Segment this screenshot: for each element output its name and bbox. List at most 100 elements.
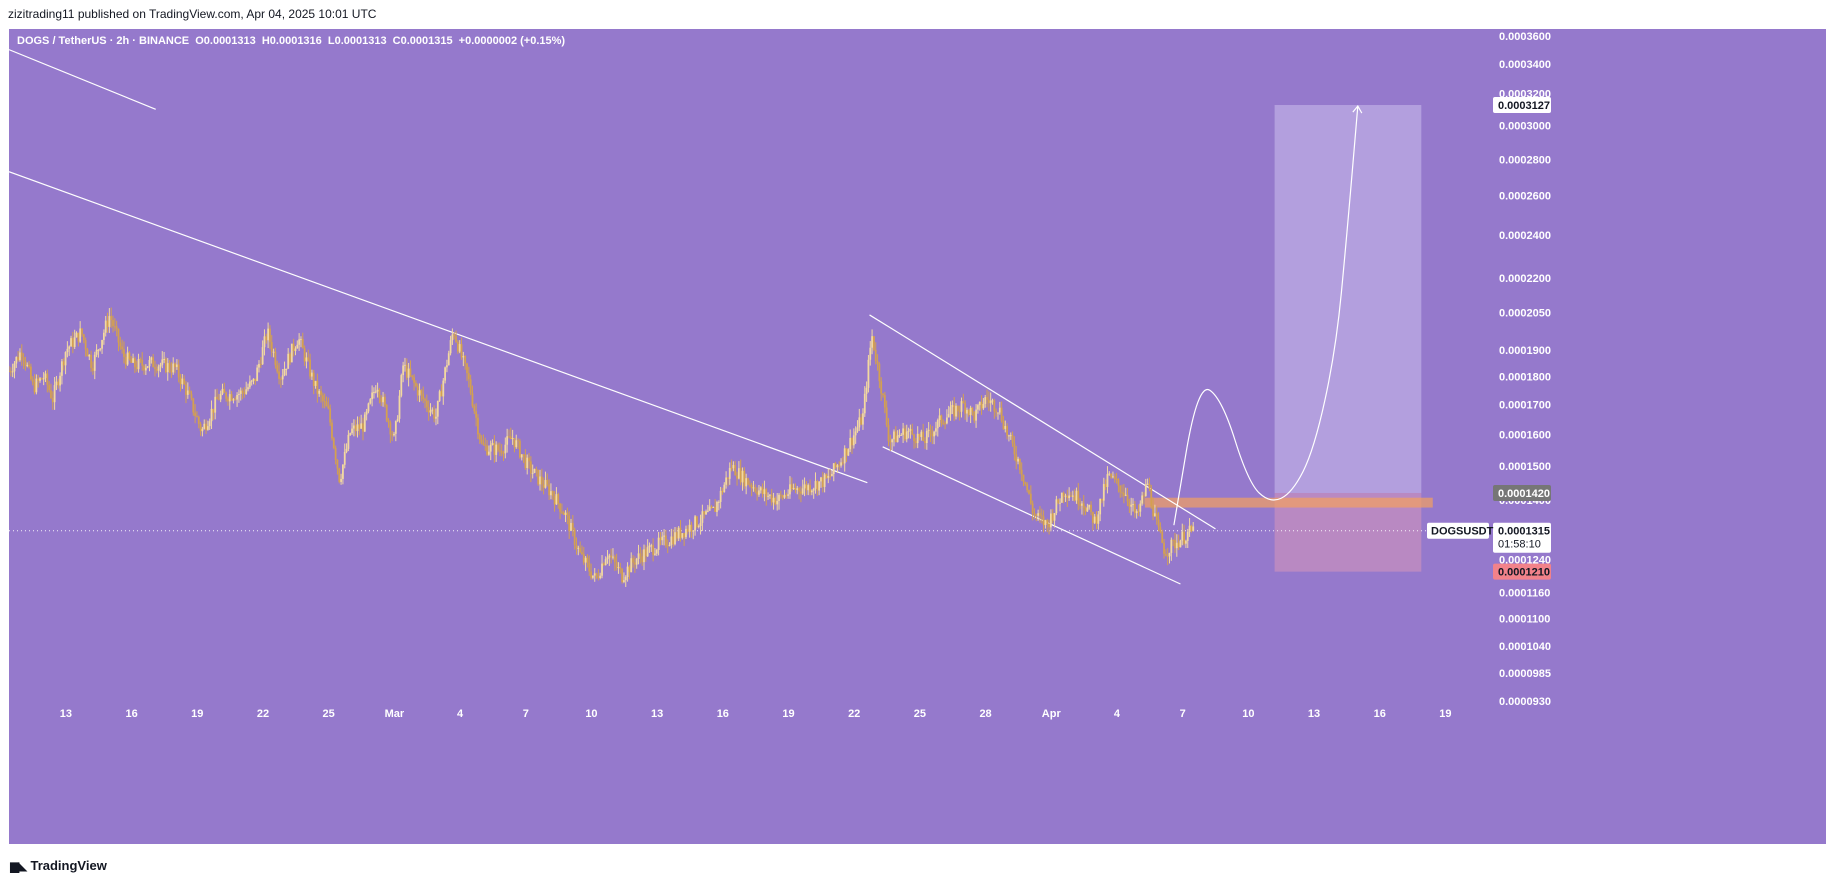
candle-body <box>360 423 363 429</box>
candle-body <box>779 494 782 496</box>
candle-body <box>493 443 496 455</box>
candle-body <box>586 557 589 563</box>
candle-body <box>252 378 255 381</box>
candle-body <box>230 394 233 401</box>
candle-body <box>305 357 308 362</box>
candle-body <box>1057 499 1060 503</box>
candle-body <box>579 547 582 553</box>
candle-body <box>809 485 811 493</box>
candle-body <box>482 442 485 445</box>
candle-body <box>464 356 467 364</box>
candle-body <box>367 403 370 412</box>
candle-body <box>37 378 40 381</box>
candle-body <box>135 367 138 370</box>
candle-body <box>652 545 655 555</box>
candle-body <box>741 470 744 483</box>
candle-body <box>705 511 707 515</box>
candle-body <box>170 370 173 373</box>
tradingview-logo[interactable]: ▆◣ TradingView <box>10 858 107 873</box>
candle-body <box>869 347 872 360</box>
candle-body <box>181 378 184 385</box>
candle-body <box>1185 540 1187 544</box>
candle-body <box>1070 495 1072 497</box>
candle-body <box>431 409 434 411</box>
x-tick-label: 13 <box>60 708 72 720</box>
candle-body <box>1139 503 1142 512</box>
candle-body <box>223 388 226 393</box>
candle-body <box>851 437 853 446</box>
candle-body <box>787 494 790 496</box>
candle-body <box>1020 469 1023 475</box>
candle-body <box>1035 514 1038 516</box>
candle-body <box>1106 474 1109 487</box>
candle-body <box>321 395 324 401</box>
candle-body <box>714 506 717 512</box>
candle-body <box>327 406 330 409</box>
candle-body <box>415 382 417 387</box>
candle-body <box>575 545 578 549</box>
candle-body <box>292 343 295 351</box>
candle-body <box>50 390 52 399</box>
candle-body <box>630 558 633 573</box>
x-tick-label: Apr <box>1042 708 1062 720</box>
candle-body <box>856 427 859 432</box>
candle-body <box>1066 495 1069 499</box>
candle-body <box>33 382 36 393</box>
candle-body <box>522 454 525 456</box>
x-tick-label: 16 <box>717 708 729 720</box>
candle-body <box>1101 498 1103 501</box>
candle-body <box>841 462 844 464</box>
candle-body <box>767 495 769 497</box>
candle-body <box>35 378 38 393</box>
candle-body <box>287 353 290 369</box>
candle-body <box>206 426 209 430</box>
candle-body <box>462 356 465 358</box>
candle-body <box>413 377 415 383</box>
candle-body <box>511 438 514 440</box>
candle-body <box>573 529 576 546</box>
candle-body <box>1026 484 1029 491</box>
candle-body <box>81 328 83 335</box>
candle-body <box>849 437 852 450</box>
candle-body <box>964 402 967 414</box>
candle-body <box>389 422 392 435</box>
candle-body <box>148 359 151 367</box>
candle-body <box>1093 516 1096 523</box>
candle-body <box>427 407 430 413</box>
candle-body <box>208 421 211 427</box>
candle-body <box>62 361 65 366</box>
candle-body <box>696 516 698 527</box>
chart-area[interactable]: 0.0003600 0.0003400 0.0003200 0.0003000 0.00… <box>9 29 1826 844</box>
candle-body <box>655 549 658 554</box>
candle-body <box>248 381 251 388</box>
candle-body <box>739 468 742 483</box>
candle-body <box>920 431 923 438</box>
candle-body <box>765 489 768 497</box>
candle-body <box>86 349 89 357</box>
candle-body <box>633 562 636 565</box>
candle-body <box>265 336 268 341</box>
price-chart[interactable]: 0.00036000.00034000.00032000.00030000.00… <box>9 29 1826 844</box>
candle-body <box>1154 513 1156 517</box>
candle-body <box>613 556 616 563</box>
candle-body <box>475 411 478 418</box>
candle-body <box>489 444 492 452</box>
candle-body <box>1090 504 1092 512</box>
candle-body <box>1097 514 1100 524</box>
candle-body <box>433 409 436 419</box>
x-tick-label: 13 <box>651 708 663 720</box>
candle-body <box>469 379 472 394</box>
candle-body <box>497 444 499 451</box>
candle-body <box>960 401 963 412</box>
candle-body <box>862 413 864 425</box>
candle-body <box>942 423 945 425</box>
candle-body <box>256 367 259 381</box>
candle-body <box>407 368 410 378</box>
candle-body <box>829 475 832 477</box>
candle-body <box>487 451 490 455</box>
candle-body <box>893 431 895 440</box>
x-tick-label: 19 <box>1439 708 1451 720</box>
candle-body <box>1053 513 1056 521</box>
candle-body <box>1033 513 1036 515</box>
candle-body <box>272 351 275 353</box>
